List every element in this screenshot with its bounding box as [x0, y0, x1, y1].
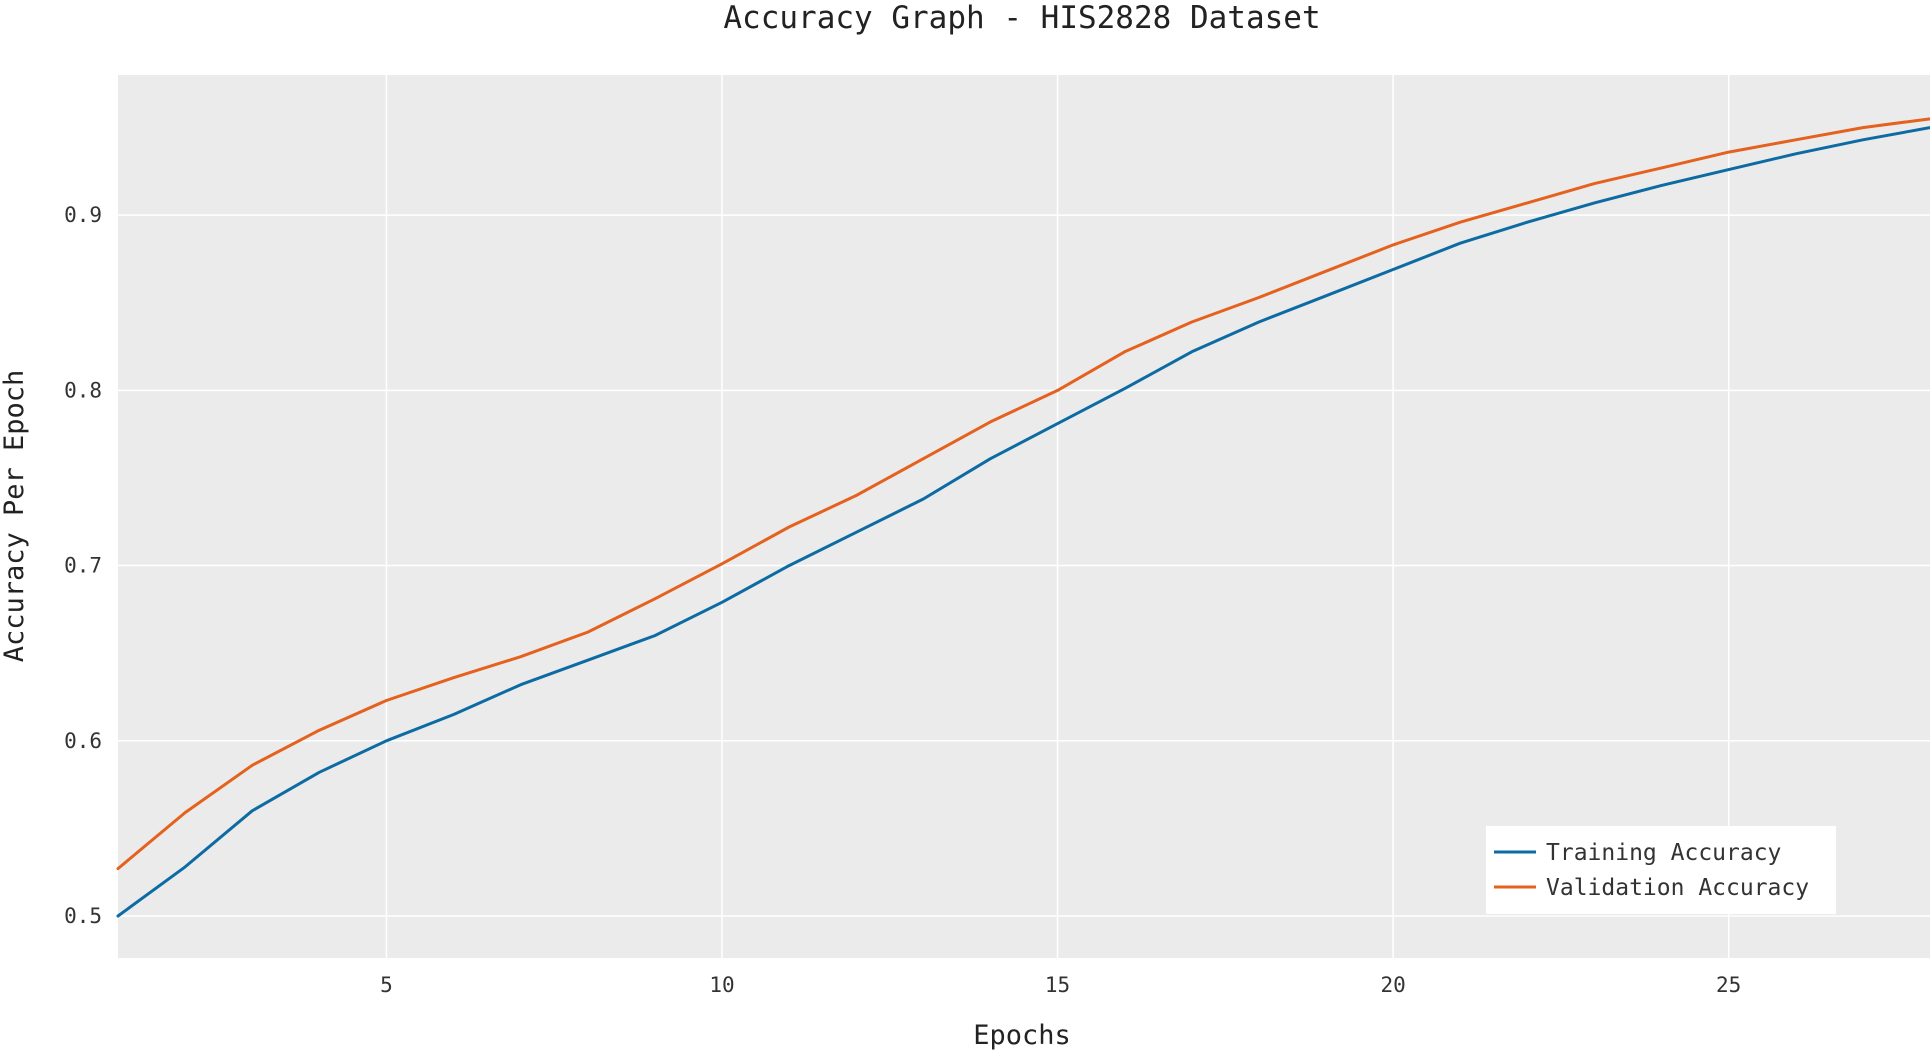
y-tick-label: 0.9 [64, 203, 102, 227]
y-tick-label: 0.7 [64, 554, 102, 578]
x-tick-label: 25 [1716, 973, 1741, 997]
chart-title: Accuracy Graph - HIS2828 Dataset [723, 0, 1320, 36]
x-tick-label: 5 [380, 973, 393, 997]
series-line-validation-accuracy [116, 117, 1930, 871]
y-axis-label: Accuracy Per Epoch [0, 370, 30, 663]
x-axis-label: Epochs [973, 1020, 1071, 1051]
y-tick-label: 0.8 [64, 378, 102, 402]
tick-labels: 5 10 15 20 25 0.5 0.6 0.7 0.8 0.9 [64, 203, 1741, 997]
grid-lines [118, 75, 1930, 958]
legend: Training Accuracy Validation Accuracy [1486, 826, 1836, 914]
x-tick-label: 20 [1380, 973, 1405, 997]
series-lines [116, 117, 1930, 918]
series-line-training-accuracy [116, 126, 1930, 918]
x-tick-label: 10 [709, 973, 734, 997]
legend-label-validation: Validation Accuracy [1546, 875, 1809, 901]
legend-label-training: Training Accuracy [1546, 840, 1781, 866]
x-tick-label: 15 [1045, 973, 1070, 997]
plot-area [118, 75, 1930, 958]
legend-box [1486, 826, 1836, 914]
y-tick-label: 0.5 [64, 904, 102, 928]
y-tick-label: 0.6 [64, 729, 102, 753]
